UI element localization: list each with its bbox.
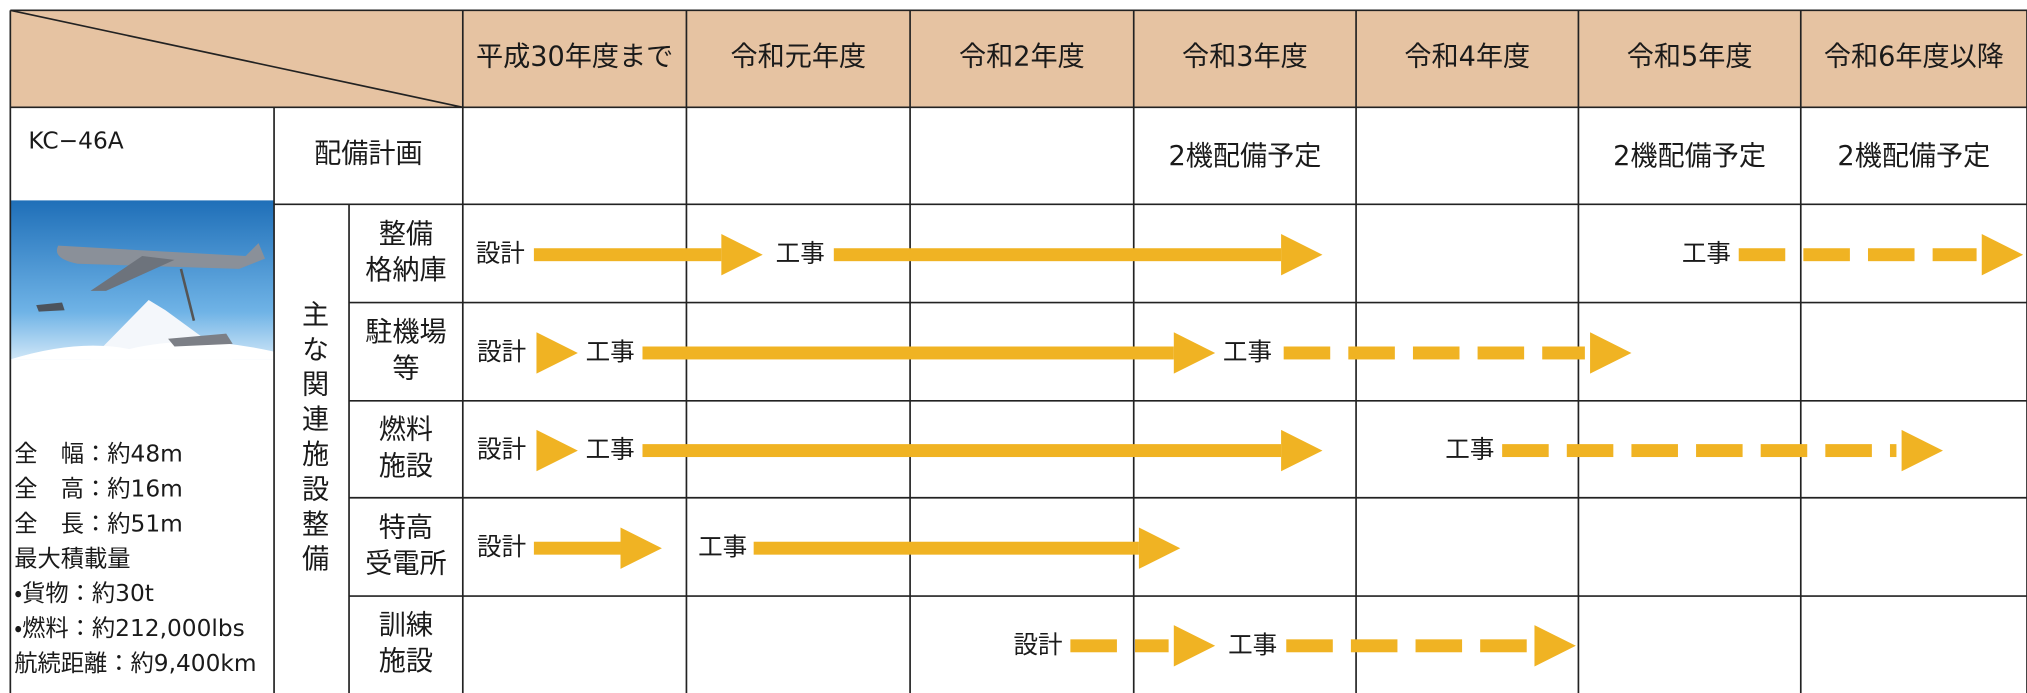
arrow-head	[536, 332, 578, 374]
phase-label: 工事	[1223, 337, 1272, 366]
arrow-dash	[1631, 444, 1678, 458]
arrow-shaft	[642, 346, 1174, 360]
arrow-dash	[1070, 639, 1117, 653]
facility-name: 施設	[379, 451, 433, 482]
arrow-shaft	[753, 541, 1139, 555]
arrow-dash	[1566, 444, 1614, 458]
arrow-dash	[1542, 346, 1585, 360]
column-header: 令和5年度	[1627, 42, 1753, 73]
aircraft-spec: 全 幅：約48m	[14, 441, 183, 468]
phase-label: 工事	[586, 337, 635, 366]
arrow-head	[620, 527, 662, 569]
arrow-head	[1534, 625, 1576, 667]
arrow-shaft	[642, 444, 1282, 458]
aircraft-spec: ・貨物：約30t	[14, 580, 154, 607]
column-header: 令和6年度以降	[1824, 42, 2004, 73]
phase-label: 工事	[776, 239, 825, 268]
arrow-shaft	[833, 248, 1282, 262]
facility-name: 等	[392, 353, 419, 384]
arrow-shaft	[533, 248, 722, 262]
phase-label: 工事	[698, 532, 747, 561]
texts: 平成30年度まで 令和元年度 令和2年度 令和3年度 令和4年度 令和5年度 令和6年度以降…	[14, 42, 2004, 677]
arrow-dash	[1283, 346, 1331, 360]
facility-name: 整備	[379, 219, 433, 250]
arrow-head	[1590, 332, 1632, 374]
deployment-entry: 2機配備予定	[1613, 141, 1766, 172]
column-header: 令和元年度	[730, 42, 866, 73]
arrow-head	[1281, 234, 1323, 276]
facility-name: 受電所	[365, 549, 446, 580]
facility-name: 駐機場	[365, 317, 446, 348]
arrow-head	[1138, 527, 1181, 569]
arrow-dash	[1348, 346, 1395, 360]
aircraft-spec: ・燃料：約212,000lbs	[14, 615, 245, 642]
arrow-dash	[1477, 346, 1525, 360]
column-header: 平成30年度まで	[476, 42, 673, 73]
facility-name: 訓練	[379, 610, 433, 641]
phase-label: 設計	[477, 337, 526, 366]
phase-label: 設計	[476, 239, 525, 268]
facility-name: 格納庫	[365, 255, 446, 286]
arrow-shaft	[533, 541, 621, 555]
facility-name: 燃料	[379, 415, 433, 446]
arrow-head	[1173, 332, 1216, 374]
aircraft-spec: 最大積載量	[14, 545, 130, 572]
group-label: 主な関連施設整備	[297, 300, 329, 579]
corner-diagonal	[10, 9, 463, 109]
phase-label: 設計	[1014, 630, 1063, 659]
arrow-dash	[1738, 248, 1786, 262]
arrow-dash	[1350, 639, 1398, 653]
arrow-head	[1173, 625, 1216, 667]
arrow-dash	[1932, 248, 1977, 262]
deployment-entry: 2機配備予定	[1837, 141, 1990, 172]
arrow-head	[721, 234, 763, 276]
header-band	[10, 10, 2027, 108]
aircraft-photo	[10, 200, 275, 360]
arrow-dash	[1696, 444, 1743, 458]
arrow-dash	[1135, 639, 1169, 653]
phase-label: 設計	[477, 435, 526, 464]
phase-label: 工事	[586, 435, 635, 464]
phase-label: 工事	[1228, 630, 1277, 659]
aircraft-spec: 全 高：約16m	[14, 476, 183, 503]
aircraft-spec: 全 長：約51m	[14, 510, 183, 537]
phase-label: 設計	[477, 532, 526, 561]
arrow-head	[1981, 234, 2024, 276]
arrow-dash	[1412, 346, 1460, 360]
arrow-dash	[1825, 444, 1872, 458]
arrow-head	[536, 429, 578, 472]
arrow-dash	[1760, 444, 1808, 458]
arrow-dash	[1867, 248, 1915, 262]
phase-label: 工事	[1445, 435, 1494, 464]
aircraft-name: KC−46A	[28, 128, 123, 155]
deployment-entry: 2機配備予定	[1168, 141, 1321, 172]
facility-name: 施設	[379, 646, 433, 677]
phase-label: 工事	[1682, 239, 1731, 268]
aircraft-spec: 航続距離：約9,400km	[14, 650, 256, 677]
arrow-head	[1281, 429, 1323, 472]
arrow-dash	[1415, 639, 1463, 653]
arrow-dash	[1803, 248, 1850, 262]
arrow-dash	[1480, 639, 1527, 653]
arrows	[533, 234, 2024, 667]
arrow-head	[1901, 429, 1943, 472]
arrow-dash	[1502, 444, 1549, 458]
facility-name: 特高	[379, 512, 433, 543]
column-header: 令和2年度	[959, 42, 1085, 73]
deployment-label: 配備計画	[314, 139, 422, 170]
arrow-dash	[1286, 639, 1333, 653]
arrow-dash	[1889, 444, 1897, 458]
column-header: 令和4年度	[1404, 42, 1530, 73]
column-header: 令和3年度	[1182, 42, 1308, 73]
